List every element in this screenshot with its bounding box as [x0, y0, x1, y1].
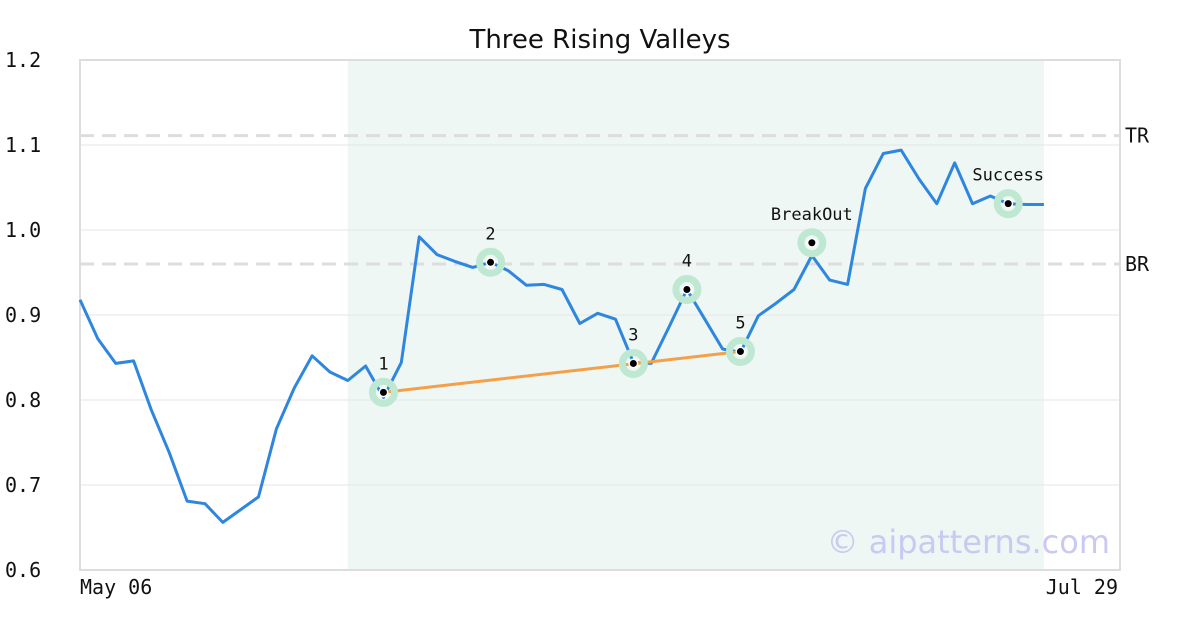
- annotation-label-3: 3: [628, 325, 638, 345]
- hline-label-tr: TR: [1125, 124, 1150, 148]
- y-tick-label: 0.7: [5, 473, 41, 497]
- annotation-label-1: 1: [378, 354, 388, 374]
- trend-line: [383, 350, 741, 394]
- marker-dot-3: [629, 359, 637, 367]
- marker-halo-2: [476, 247, 506, 277]
- plot-frame: [79, 59, 1121, 571]
- annotation-markers: 1 2 3 4 5 BreakOut Success: [368, 166, 1044, 407]
- marker-dot-4: [683, 286, 691, 293]
- watermark: © aipatterns.com: [827, 523, 1110, 561]
- y-tick-label: 1.0: [5, 218, 41, 242]
- y-tick-label: 0.9: [5, 303, 41, 327]
- y-tick-label: 0.6: [5, 558, 41, 582]
- marker-dot-breakout: [808, 239, 816, 247]
- marker-halo-success: [993, 189, 1023, 219]
- marker-dot-5: [736, 348, 744, 356]
- marker-dot-success: [1004, 200, 1012, 208]
- y-tick-label: 1.1: [5, 133, 41, 157]
- y-tick-label: 1.2: [5, 48, 41, 72]
- annotation-label-breakout: BreakOut: [771, 205, 853, 225]
- marker-halo-3: [618, 348, 648, 378]
- marker-halo-breakout: [797, 228, 827, 258]
- marker-dot-1: [379, 388, 387, 396]
- y-tick-label: 0.8: [5, 388, 41, 412]
- marker-halo-5: [725, 337, 755, 367]
- annotation-label-5: 5: [735, 314, 745, 334]
- x-tick-label-start: May 06: [80, 575, 152, 599]
- marker-halo-4: [672, 275, 702, 304]
- hline-label-br: BR: [1125, 252, 1150, 276]
- annotation-label-success: Success: [972, 166, 1044, 186]
- annotation-label-2: 2: [485, 224, 495, 244]
- marker-halo-1: [368, 377, 398, 407]
- marker-dot-2: [487, 258, 495, 266]
- y-tick-labels: 0.6 0.7 0.8 0.9 1.0 1.1 1.2: [5, 48, 41, 582]
- horizontal-lines: TR BR: [80, 124, 1150, 276]
- x-tick-labels: May 06 Jul 29: [80, 575, 1118, 599]
- price-line: [78, 148, 1044, 524]
- chart-title: Three Rising Valleys: [468, 25, 730, 55]
- x-tick-label-end: Jul 29: [1046, 575, 1118, 599]
- annotation-label-4: 4: [682, 252, 692, 272]
